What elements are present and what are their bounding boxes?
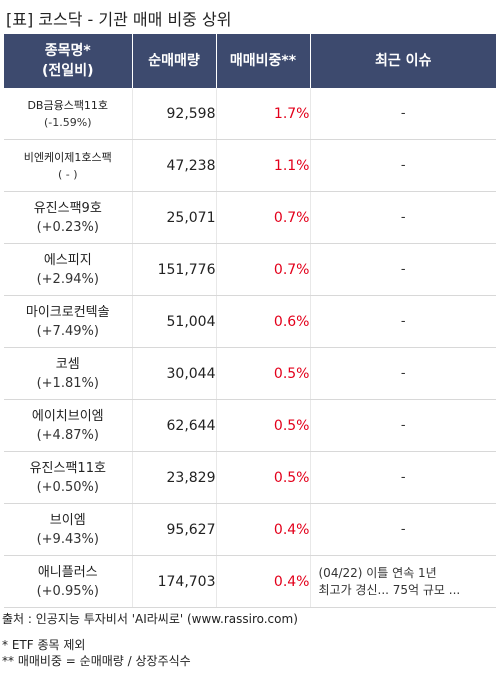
recent-issue: - <box>310 503 496 556</box>
net-volume: 47,238 <box>132 139 217 192</box>
trade-ratio: 0.5% <box>216 399 311 452</box>
net-volume: 23,829 <box>132 451 217 504</box>
table-header-row: 종목명* (전일비) 순매매량 매매비중** 최근 이슈 <box>4 34 496 88</box>
trade-ratio: 0.4% <box>216 555 311 608</box>
trade-ratio: 0.5% <box>216 451 311 504</box>
recent-issue: - <box>310 191 496 244</box>
stock-name: 비엔케이제1호스팩 <box>23 150 112 164</box>
stock-name: 브이엠 <box>49 512 86 528</box>
table-row: 유진스팩9호 (+0.23%) 25,071 0.7% - <box>4 191 496 244</box>
stock-change: (+7.49%) <box>36 323 99 339</box>
stock-name-cell: 브이엠 (+9.43%) <box>4 503 133 556</box>
stock-change: (+0.95%) <box>36 583 99 599</box>
stock-name: 에이치브이엠 <box>31 408 104 424</box>
trade-ratio: 0.6% <box>216 295 311 348</box>
stock-change: (+0.50%) <box>36 479 99 495</box>
stock-name: 마이크로컨텍솔 <box>25 304 110 320</box>
stock-name: 코셈 <box>55 356 80 372</box>
recent-issue: - <box>310 243 496 296</box>
stock-name: 에스피지 <box>43 252 92 268</box>
trade-ratio: 0.7% <box>216 243 311 296</box>
net-volume: 174,703 <box>132 555 217 608</box>
recent-issue-line1: (04/22) 이틀 연속 1년 <box>318 565 437 580</box>
header-issue: 최근 이슈 <box>310 34 496 88</box>
recent-issue: - <box>310 295 496 348</box>
net-volume: 62,644 <box>132 399 217 452</box>
net-volume: 151,776 <box>132 243 217 296</box>
recent-issue: - <box>310 347 496 400</box>
stock-name-cell: 에스피지 (+2.94%) <box>4 243 133 296</box>
stock-name-cell: 애니플러스 (+0.95%) <box>4 555 133 608</box>
table-row: 코셈 (+1.81%) 30,044 0.5% - <box>4 347 496 400</box>
stock-name-cell: 에이치브이엠 (+4.87%) <box>4 399 133 452</box>
table-row: 마이크로컨텍솔 (+7.49%) 51,004 0.6% - <box>4 295 496 348</box>
net-volume: 92,598 <box>132 88 217 140</box>
table-row: 비엔케이제1호스팩 ( - ) 47,238 1.1% - <box>4 139 496 192</box>
net-volume: 25,071 <box>132 191 217 244</box>
stock-change: (-1.59%) <box>44 115 92 129</box>
stock-name: 유진스팩9호 <box>33 200 102 216</box>
table-row: 에스피지 (+2.94%) 151,776 0.7% - <box>4 243 496 296</box>
recent-issue: - <box>310 139 496 192</box>
ratio-note: ** 매매비중 = 순매매량 / 상장주식수 <box>2 654 191 668</box>
net-volume: 51,004 <box>132 295 217 348</box>
source-note: 출처 : 인공지능 투자비서 'AI라씨로' (www.rassiro.com) <box>2 612 298 626</box>
recent-issue: - <box>310 399 496 452</box>
trade-ratio: 1.1% <box>216 139 311 192</box>
page-title: [표] 코스닥 - 기관 매매 비중 상위 <box>6 10 232 29</box>
stock-name-cell: 유진스팩9호 (+0.23%) <box>4 191 133 244</box>
stock-change: (+2.94%) <box>36 271 99 287</box>
recent-issue: - <box>310 451 496 504</box>
stock-change: (+4.87%) <box>36 427 99 443</box>
table-row: 브이엠 (+9.43%) 95,627 0.4% - <box>4 503 496 556</box>
stock-change: ( - ) <box>57 167 78 181</box>
stock-name-cell: 코셈 (+1.81%) <box>4 347 133 400</box>
trade-ratio: 1.7% <box>216 88 311 140</box>
trade-ratio: 0.7% <box>216 191 311 244</box>
stock-name: 유진스팩11호 <box>29 460 106 476</box>
net-volume: 30,044 <box>132 347 217 400</box>
table-row: 에이치브이엠 (+4.87%) 62,644 0.5% - <box>4 399 496 452</box>
header-name: 종목명* (전일비) <box>4 34 133 88</box>
stock-name-cell: 유진스팩11호 (+0.50%) <box>4 451 133 504</box>
stock-name: 애니플러스 <box>37 564 98 580</box>
trade-ratio: 0.5% <box>216 347 311 400</box>
stock-change: (+0.23%) <box>36 219 99 235</box>
header-volume: 순매매량 <box>132 34 217 88</box>
table-row: 애니플러스 (+0.95%) 174,703 0.4% (04/22) 이틀 연속… <box>4 555 496 608</box>
stock-name-cell: 마이크로컨텍솔 (+7.49%) <box>4 295 133 348</box>
table-row: DB금융스팩11호 (-1.59%) 92,598 1.7% - <box>4 88 496 140</box>
stock-name-cell: DB금융스팩11호 (-1.59%) <box>4 88 133 140</box>
recent-issue-line2: 최고가 경신... 75억 규모 ... <box>318 582 461 597</box>
table-row: 유진스팩11호 (+0.50%) 23,829 0.5% - <box>4 451 496 504</box>
recent-issue: - <box>310 88 496 140</box>
header-name-line2: (전일비) <box>42 63 94 79</box>
trade-ratio: 0.4% <box>216 503 311 556</box>
etf-note: * ETF 종목 제외 <box>2 638 86 652</box>
stock-change: (+9.43%) <box>36 531 99 547</box>
header-ratio: 매매비중** <box>216 34 311 88</box>
header-name-line1: 종목명* <box>44 43 91 59</box>
stock-name-cell: 비엔케이제1호스팩 ( - ) <box>4 139 133 192</box>
institution-trade-table: 종목명* (전일비) 순매매량 매매비중** 최근 이슈 DB금융스팩11호 (-… <box>4 34 496 608</box>
net-volume: 95,627 <box>132 503 217 556</box>
stock-change: (+1.81%) <box>36 375 99 391</box>
stock-name: DB금융스팩11호 <box>27 98 109 112</box>
